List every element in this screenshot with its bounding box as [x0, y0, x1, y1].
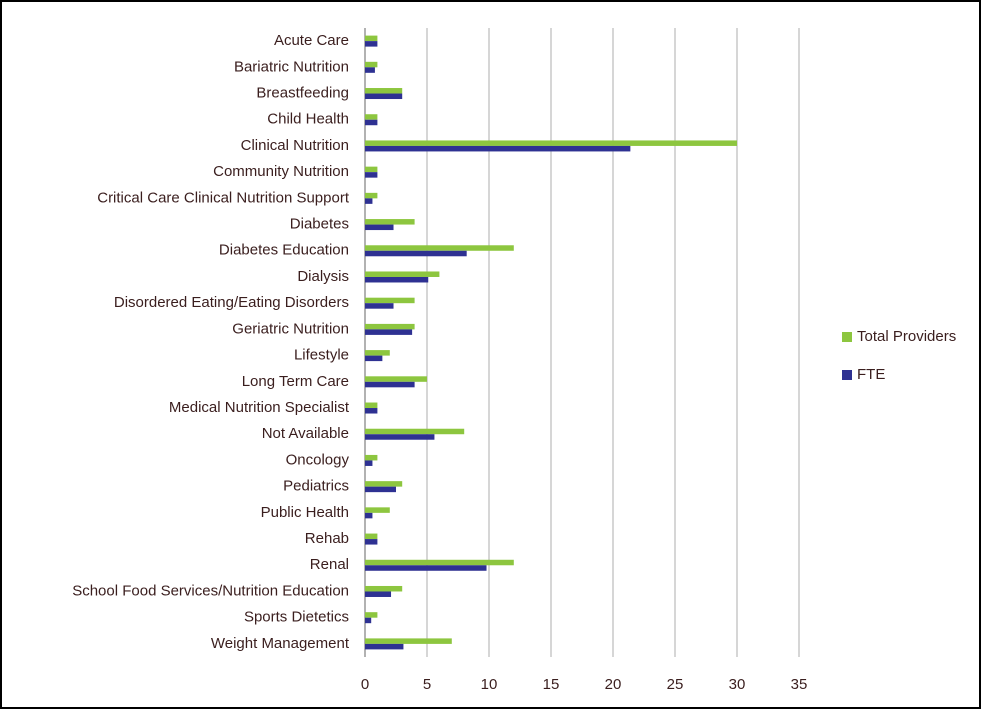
bar: [365, 643, 404, 650]
bar: [365, 35, 378, 42]
y-tick-label: Rehab: [305, 530, 349, 547]
bar: [365, 512, 373, 519]
bar: [365, 276, 429, 283]
y-tick-label: Dialysis: [297, 268, 349, 285]
bar: [365, 219, 415, 225]
y-tick-label: Clinical Nutrition: [241, 137, 349, 154]
y-tick-label: Community Nutrition: [213, 163, 349, 180]
bar: [365, 140, 737, 146]
bar: [365, 224, 394, 231]
bar: [365, 617, 372, 624]
bar: [365, 612, 378, 618]
bar: [365, 428, 465, 435]
x-tick-label: 25: [667, 676, 684, 693]
legend-label: FTE: [857, 366, 885, 383]
y-tick-label: Breastfeeding: [256, 84, 349, 101]
y-tick-label: Renal: [310, 556, 349, 573]
bar: [365, 481, 403, 487]
y-tick-label: Geriatric Nutrition: [232, 320, 349, 337]
bar: [365, 172, 378, 178]
y-tick-label: Oncology: [286, 451, 350, 468]
bar: [365, 166, 378, 173]
y-tick-label: Public Health: [261, 504, 349, 521]
y-tick-label: Diabetes Education: [219, 242, 349, 259]
bar: [365, 486, 396, 493]
x-tick-label: 20: [605, 676, 622, 693]
bar: [365, 323, 415, 330]
y-tick-label: Long Term Care: [242, 373, 349, 390]
bar: [365, 41, 378, 47]
y-tick-label: Acute Care: [274, 32, 349, 49]
bar: [365, 329, 413, 335]
x-tick-label: 0: [361, 676, 369, 693]
bar: [365, 533, 378, 540]
legend-swatch: [842, 370, 852, 380]
legend-swatch: [842, 332, 852, 342]
bar: [365, 250, 467, 257]
bar: [365, 245, 514, 251]
bar: [365, 507, 390, 513]
y-tick-label: Sports Dietetics: [244, 609, 349, 626]
bar: [365, 303, 394, 309]
bar: [365, 271, 440, 277]
bar: [365, 434, 435, 440]
y-tick-label: Critical Care Clinical Nutrition Support: [97, 189, 350, 206]
bar: [365, 565, 487, 571]
bar: [365, 192, 378, 199]
y-tick-label: Medical Nutrition Specialist: [169, 399, 350, 416]
bar: [365, 408, 378, 414]
y-tick-label: Pediatrics: [283, 478, 349, 495]
x-tick-label: 10: [481, 676, 498, 693]
bar: [365, 93, 403, 100]
bar: [365, 559, 514, 566]
bar: [365, 297, 415, 304]
x-tick-label: 5: [423, 676, 431, 693]
y-tick-label: Not Available: [262, 425, 349, 442]
x-tick-label: 15: [543, 676, 560, 693]
x-tick-label: 30: [729, 676, 746, 693]
y-tick-label: Bariatric Nutrition: [234, 58, 349, 75]
y-tick-label: Lifestyle: [294, 347, 349, 364]
bar: [365, 376, 427, 382]
y-tick-label: Child Health: [267, 111, 349, 128]
bar: [365, 67, 375, 73]
y-tick-label: Diabetes: [290, 216, 349, 233]
bar: [365, 114, 378, 120]
legend-label: Total Providers: [857, 328, 956, 345]
y-tick-label: Weight Management: [211, 635, 350, 652]
bar: [365, 585, 403, 592]
bar: [365, 145, 631, 152]
bar: [365, 460, 373, 466]
bar: [365, 638, 452, 644]
bar: [365, 539, 378, 545]
bar: [365, 119, 378, 126]
x-tick-label: 35: [791, 676, 808, 693]
y-tick-label: School Food Services/Nutrition Education: [72, 582, 349, 599]
bar: [365, 402, 378, 409]
bar: [365, 61, 378, 68]
bar: [365, 88, 403, 94]
bar: [365, 198, 373, 204]
bar: [365, 381, 415, 388]
bar: [365, 591, 392, 597]
y-tick-label: Disordered Eating/Eating Disorders: [114, 294, 349, 311]
bar: [365, 454, 378, 461]
bar: [365, 350, 390, 356]
bar: [365, 355, 383, 362]
